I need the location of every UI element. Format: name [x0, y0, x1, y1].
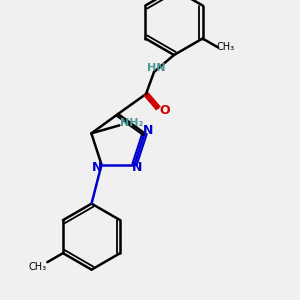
- Text: HN: HN: [147, 63, 165, 73]
- Text: N: N: [142, 124, 153, 137]
- Text: NH₂: NH₂: [120, 118, 143, 128]
- Text: CH₃: CH₃: [216, 43, 234, 52]
- Text: CH₃: CH₃: [28, 262, 46, 272]
- Text: N: N: [92, 161, 103, 174]
- Text: O: O: [160, 103, 170, 116]
- Text: N: N: [132, 161, 142, 174]
